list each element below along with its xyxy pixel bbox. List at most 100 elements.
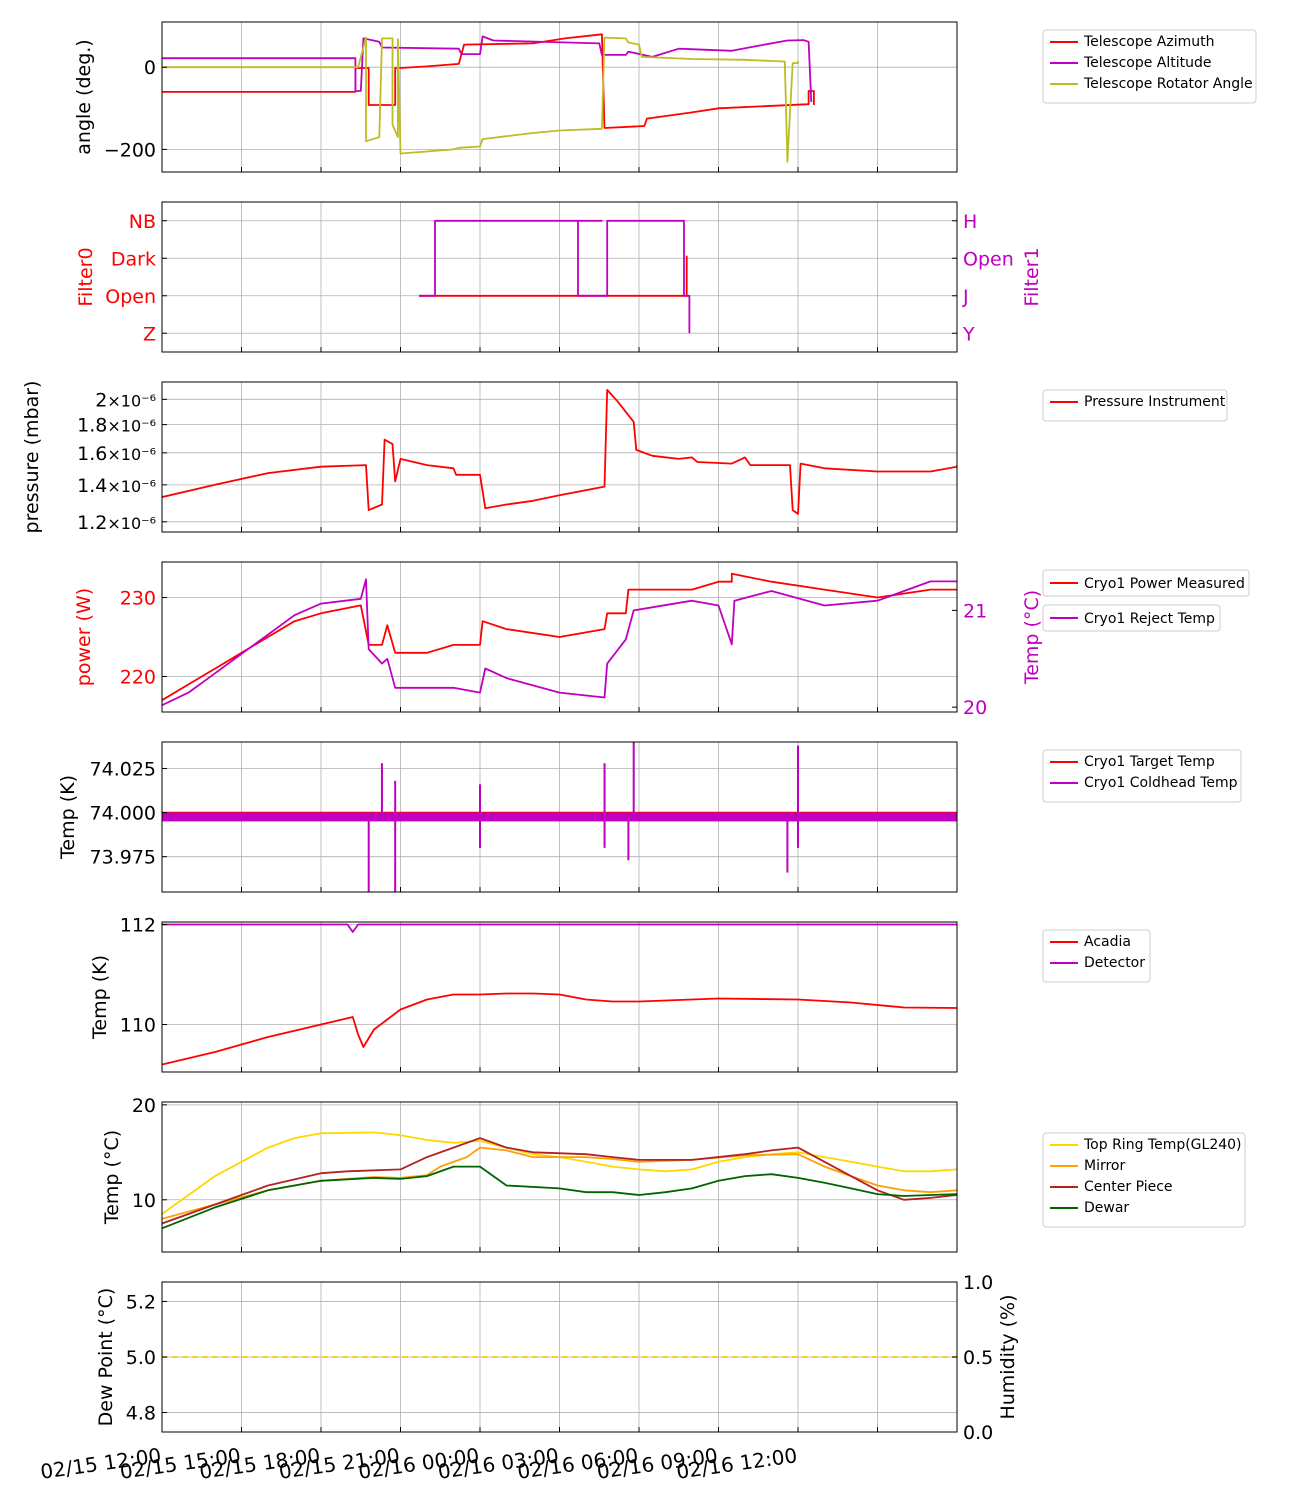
legend: Cryo1 Power Measured <box>1042 569 1250 597</box>
legend-label: Acadia <box>1084 934 1131 950</box>
y-tick-label-right: Y <box>962 323 975 345</box>
legend-label: Top Ring Temp(GL240) <box>1083 1137 1242 1153</box>
y-tick-label: 73.975 <box>90 847 156 869</box>
tick-multiplier: ×10⁻⁶ <box>107 391 156 410</box>
y-tick-label: 110 <box>120 1015 156 1037</box>
series-filter1 <box>419 219 691 334</box>
series-cryo1-coldhead-temp-band <box>162 812 957 822</box>
series-pressure-instrument <box>162 389 957 515</box>
legend-box <box>1042 29 1257 104</box>
y-tick-label: Open <box>105 286 156 308</box>
grid <box>161 1102 958 1252</box>
legend-label: Telescope Altitude <box>1083 55 1212 71</box>
tick-multiplier: ×10⁻⁶ <box>107 477 156 496</box>
y-tick-label: 10 <box>132 1190 156 1212</box>
y-tick-label-right: 0.5 <box>963 1347 993 1369</box>
y-tick-label-right: 1.0 <box>963 1272 993 1294</box>
legend-label: Center Piece <box>1084 1179 1173 1195</box>
legend-label: Cryo1 Power Measured <box>1084 576 1245 592</box>
y-tick-label: 74.025 <box>90 758 156 780</box>
chart-panel-acadia: 110 112 Temp (K) Acadia Detector <box>89 915 1151 1073</box>
series-telescope-azimuth <box>162 33 815 129</box>
grid <box>161 922 958 1072</box>
tick-mantissa: 1.2 <box>77 512 107 534</box>
legend-label: Telescope Rotator Angle <box>1083 76 1253 92</box>
legend-label: Cryo1 Target Temp <box>1084 754 1215 770</box>
y-tick-label: NB <box>129 211 156 233</box>
series-center-piece <box>162 1137 957 1225</box>
y-tick-label: Z <box>143 323 156 345</box>
legend: Telescope Azimuth Telescope Altitude Teles… <box>1042 29 1257 104</box>
legend-box <box>1042 389 1228 422</box>
chart-panel-pressure: 1.2×10⁻⁶1.4×10⁻⁶1.6×10⁻⁶1.8×10⁻⁶2×10⁻⁶pr… <box>21 381 1228 534</box>
y-axis-label-right: Humidity (%) <box>997 1294 1019 1419</box>
chart-panel-cryo_power: 220 230 20 21 Temp (°C) power (W) Cryo1 Power … <box>73 561 1250 719</box>
legend: Pressure Instrument <box>1042 389 1228 422</box>
legend-label: Detector <box>1084 955 1145 971</box>
y-axis-label: pressure (mbar) <box>21 381 43 534</box>
grid <box>161 382 958 532</box>
y-tick-label: 1.2×10⁻⁶ <box>77 512 156 534</box>
series-telescope-rotator-angle <box>162 36 799 163</box>
grid <box>161 22 958 172</box>
y-tick-label-right: J <box>962 286 969 308</box>
tick-mantissa: 1.6 <box>77 443 107 465</box>
y-axis-label: angle (deg.) <box>73 39 95 154</box>
y-tick-label: 1.8×10⁻⁶ <box>77 415 156 437</box>
legend-label: Mirror <box>1084 1158 1125 1174</box>
legend-box <box>1042 1132 1246 1228</box>
y-axis-label: Dew Point (°C) <box>95 1288 117 1427</box>
tick-multiplier: ×10⁻⁶ <box>107 417 156 436</box>
plot-area <box>162 742 957 892</box>
y-tick-label-right: 21 <box>963 600 987 622</box>
legend: Acadia Detector <box>1042 929 1151 983</box>
legend-label: Dewar <box>1084 1200 1129 1216</box>
y-tick-label-right: H <box>963 211 977 233</box>
y-tick-label-right: 20 <box>963 697 987 719</box>
chart-panel-cryo_temp: 73.975 74.000 74.025 Temp (K) Cryo1 Target T… <box>57 741 1242 893</box>
tick-mantissa: 2 <box>95 389 107 411</box>
tick-mantissa: 1.8 <box>77 415 107 437</box>
y-tick-label: 4.8 <box>126 1403 156 1425</box>
plot-area <box>162 389 957 515</box>
chart-panel-filters: NB Dark Open Z H Open JY Filter1 Filter0 <box>75 201 1043 353</box>
y-tick-label: 74.000 <box>90 803 156 825</box>
y-tick-label-right: 0.0 <box>963 1422 993 1444</box>
series-detector <box>162 923 957 933</box>
y-tick-label: 1.6×10⁻⁶ <box>77 443 156 465</box>
y-axis-label: Temp (K) <box>57 775 79 860</box>
series-acadia <box>162 992 957 1066</box>
legend-box <box>1042 749 1242 803</box>
y-tick-label: 5.2 <box>126 1291 156 1313</box>
series-top-ring-temp-gl240- <box>162 1131 957 1215</box>
tick-multiplier: ×10⁻⁶ <box>107 445 156 464</box>
series-cryo1-power-measured <box>162 572 957 701</box>
legend-label: Pressure Instrument <box>1084 394 1226 410</box>
y-tick-label: Dark <box>111 248 156 270</box>
y-tick-label: 2×10⁻⁶ <box>95 389 156 411</box>
grid <box>161 202 958 352</box>
plot-area <box>162 923 957 1066</box>
tick-multiplier: ×10⁻⁶ <box>107 514 156 533</box>
legend: Top Ring Temp(GL240) Mirror Center Piece De… <box>1042 1132 1246 1228</box>
legend: Cryo1 Target Temp Cryo1 Coldhead Temp <box>1042 749 1242 803</box>
y-tick-label: 5.0 <box>126 1347 156 1369</box>
y-tick-label: 20 <box>132 1095 156 1117</box>
plot-area <box>419 219 691 334</box>
y-axis-label: power (W) <box>73 588 95 686</box>
legend-label: Cryo1 Coldhead Temp <box>1084 775 1238 791</box>
y-axis-label-right: Filter1 <box>1021 247 1043 306</box>
legend-label: Cryo1 Reject Temp <box>1084 611 1215 627</box>
y-axis-label: Temp (°C) <box>101 1130 123 1225</box>
plot-area <box>162 572 957 707</box>
chart-panel-ambient: 10 20 Temp (°C) Top Ring Temp(GL240) Mirror C… <box>101 1095 1246 1253</box>
y-tick-label: 230 <box>120 588 156 610</box>
y-axis-label: Filter0 <box>75 247 97 306</box>
tick-mantissa: 1.4 <box>77 475 107 497</box>
series-filter0 <box>419 255 688 297</box>
y-tick-label: 112 <box>120 915 156 937</box>
